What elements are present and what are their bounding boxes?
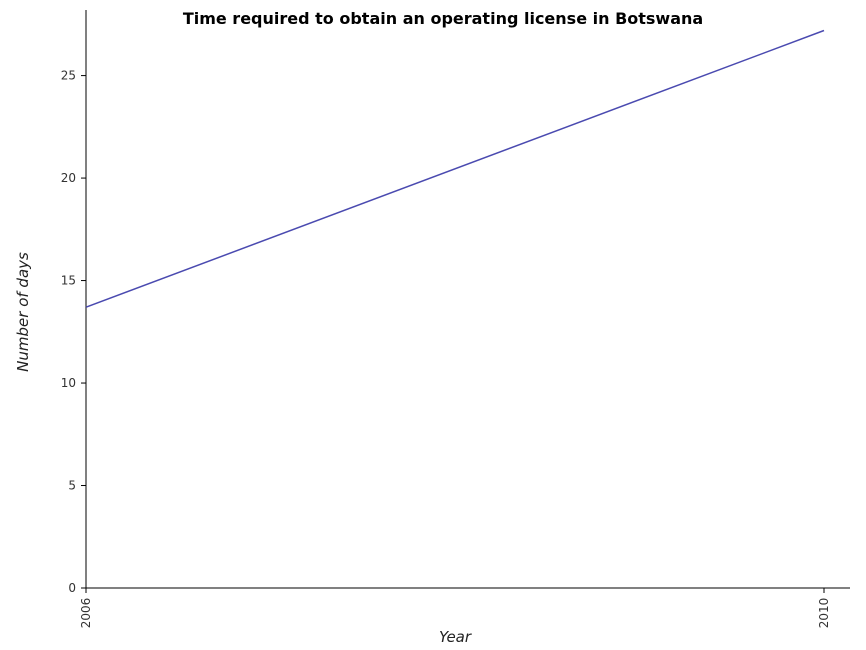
y-axis-label: Number of days [14, 252, 32, 372]
y-tick-label: 15 [61, 274, 76, 288]
chart-title: Time required to obtain an operating lic… [183, 9, 703, 28]
x-tick-label: 2010 [817, 598, 831, 629]
y-tick-label: 20 [61, 171, 76, 185]
y-tick-label: 5 [68, 479, 76, 493]
x-tick-label: 2006 [79, 598, 93, 629]
series-line [85, 29, 825, 308]
y-axis-ticks: 0 5 10 15 20 25 [61, 69, 86, 595]
x-axis-ticks: 2006 2010 [79, 588, 831, 628]
x-axis-label: Year [439, 628, 472, 646]
y-tick-label: 10 [61, 376, 76, 390]
y-tick-label: 0 [68, 581, 76, 595]
y-tick-label: 25 [61, 69, 76, 83]
